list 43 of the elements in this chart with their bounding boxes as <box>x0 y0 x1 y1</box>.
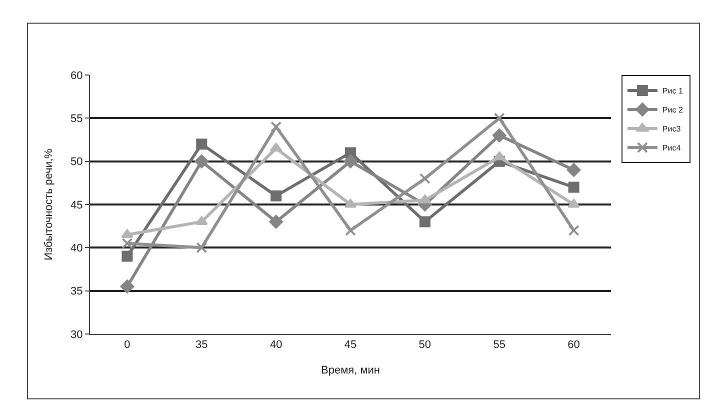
point <box>195 216 208 226</box>
point <box>122 250 133 262</box>
point <box>494 112 505 124</box>
point <box>196 242 208 254</box>
x-tick-label: 45 <box>344 339 357 352</box>
point <box>345 224 356 236</box>
point <box>121 229 134 238</box>
y-tick-label: 40 <box>70 242 83 255</box>
y-tick-label: 30 <box>70 328 83 341</box>
point <box>270 190 282 202</box>
point <box>568 224 580 236</box>
x-tick-label: 55 <box>493 339 506 352</box>
point <box>344 154 358 168</box>
legend-label: Рис 1 <box>662 86 684 96</box>
x-tick-label: 40 <box>270 339 282 352</box>
point <box>194 154 208 168</box>
legend-label: Рис 2 <box>662 106 684 115</box>
point <box>345 147 356 158</box>
x-tick-label: 60 <box>568 339 580 352</box>
point <box>270 121 282 132</box>
x-axis-title: Время, мин <box>321 364 380 376</box>
point <box>568 199 580 208</box>
y-tick-label: 60 <box>70 70 83 82</box>
point <box>122 238 133 249</box>
point <box>568 182 580 193</box>
legend-label: Рис3 <box>662 124 682 134</box>
point <box>566 163 581 177</box>
y-tick-label: 55 <box>70 113 83 126</box>
y-tick-label: 45 <box>70 199 83 212</box>
point <box>270 142 282 152</box>
y-axis-title: Избыточность речи,% <box>43 148 56 260</box>
point <box>120 280 134 294</box>
point <box>492 128 506 142</box>
y-tick-label: 50 <box>70 156 83 168</box>
x-tick-label: 0 <box>124 339 130 352</box>
point <box>419 216 430 228</box>
point <box>419 173 430 184</box>
y-tick-label: 35 <box>70 286 83 298</box>
x-tick-label: 35 <box>196 339 208 352</box>
legend-label: Рис4 <box>662 144 682 153</box>
x-tick-label: 50 <box>418 339 432 352</box>
point <box>196 138 208 150</box>
point <box>269 214 283 229</box>
